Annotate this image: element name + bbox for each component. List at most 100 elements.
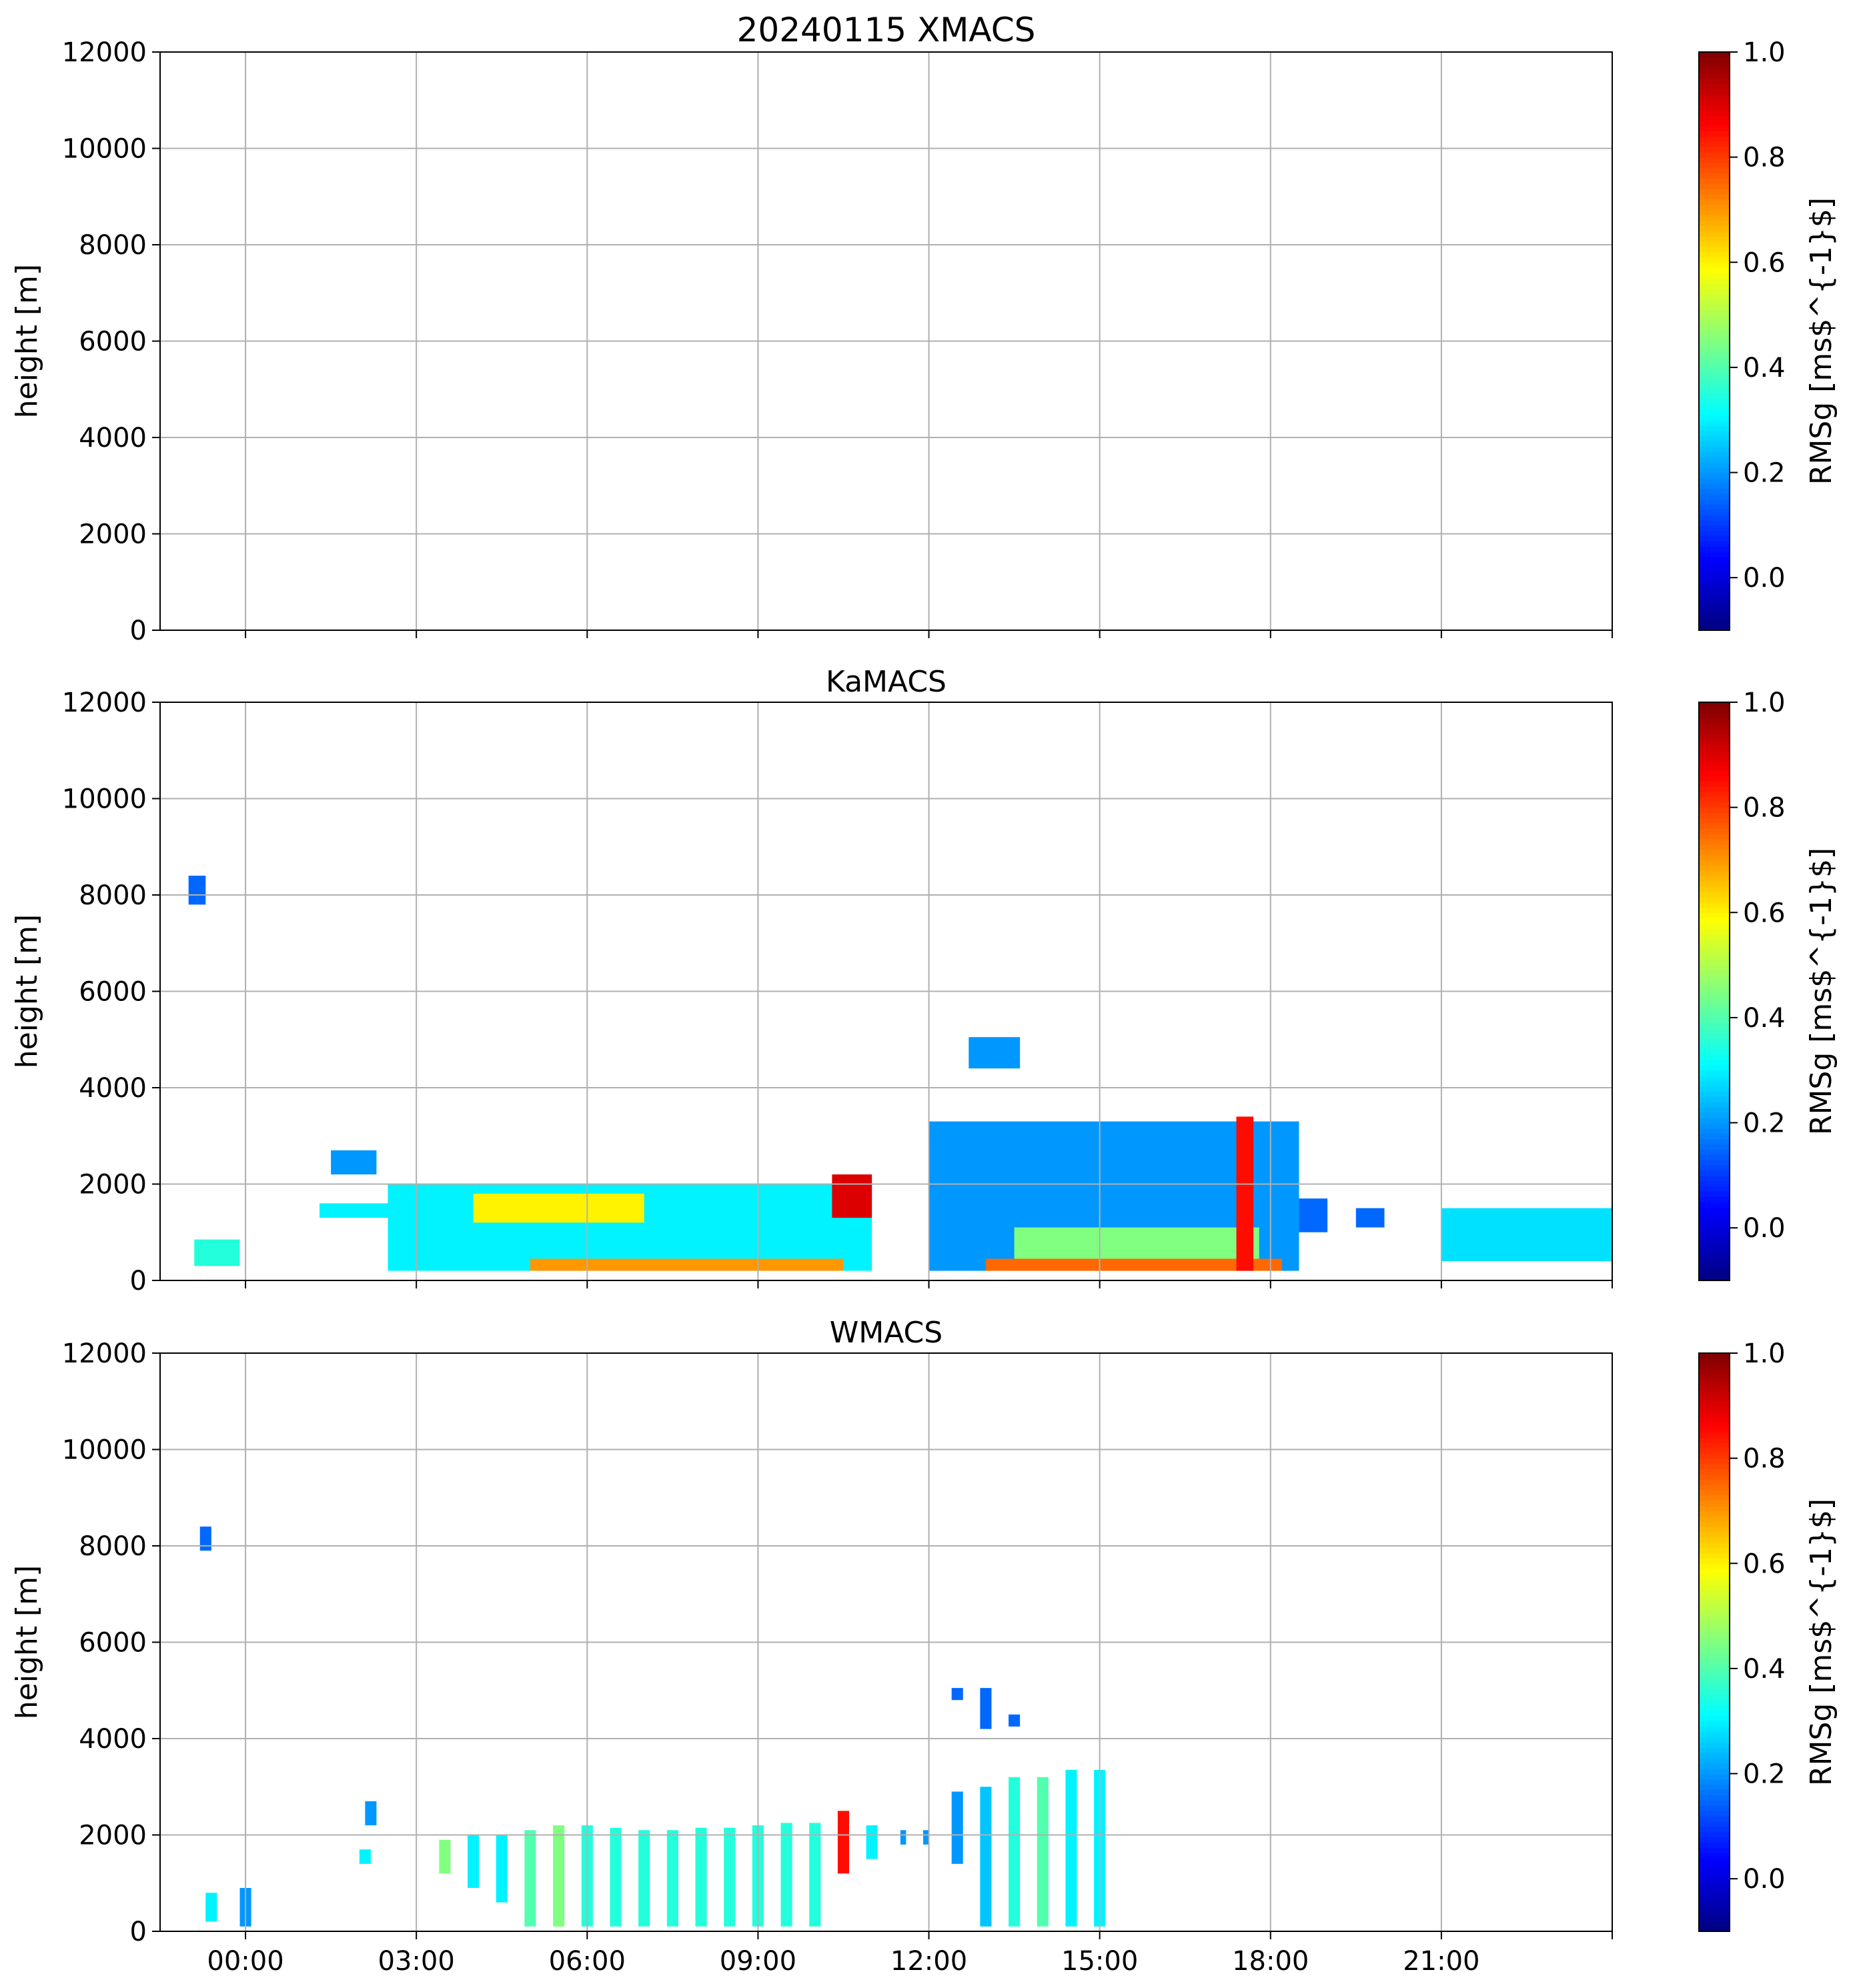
colorbar-segment: [1699, 1584, 1730, 1591]
y-tick-label: 4000: [79, 1724, 147, 1755]
colorbar-segment: [1699, 293, 1730, 300]
colorbar-segment: [1699, 1569, 1730, 1575]
colorbar-segment: [1699, 1102, 1730, 1108]
colorbar-segment: [1699, 712, 1730, 719]
colorbar-segment: [1699, 880, 1730, 887]
colorbar-segment: [1699, 1358, 1730, 1364]
colorbar-segment: [1699, 1710, 1730, 1717]
colorbar-segment: [1699, 94, 1730, 100]
colorbar-segment: [1699, 146, 1730, 153]
colorbar-segment: [1699, 1374, 1730, 1380]
colorbar-segment: [1699, 109, 1730, 116]
colorbar-segment: [1699, 1527, 1730, 1533]
x-tick-label: 06:00: [549, 1946, 626, 1977]
colorbar-segment: [1699, 1474, 1730, 1480]
y-axis-label: height [m]: [10, 264, 44, 418]
colorbar-segment: [1699, 551, 1730, 558]
colorbar-segment: [1699, 1600, 1730, 1607]
colorbar-segment: [1699, 267, 1730, 273]
colorbar-segment: [1699, 1826, 1730, 1833]
x-tick-label: 12:00: [890, 1946, 967, 1977]
colorbar-segment: [1699, 1416, 1730, 1422]
colorbar-segment: [1699, 1248, 1730, 1255]
y-tick-label: 12000: [62, 688, 147, 718]
colorbar-segment: [1699, 1049, 1730, 1055]
colorbar-segment: [1699, 1495, 1730, 1501]
colorbar-segment: [1699, 1847, 1730, 1853]
grid: [160, 52, 1612, 630]
colorbar-segment: [1699, 1763, 1730, 1769]
colorbar-segment: [1699, 1196, 1730, 1202]
panel-1: 0 2000 4000 6000 8000 10000 12000 20240115 XMAC…: [10, 11, 1838, 646]
colorbar-segment: [1699, 1442, 1730, 1448]
colorbar-segment: [1699, 251, 1730, 258]
colorbar-segment: [1699, 1180, 1730, 1186]
colorbar-segment: [1699, 257, 1730, 263]
colorbar-segment: [1699, 1500, 1730, 1507]
colorbar-segment: [1699, 1553, 1730, 1559]
colorbar-segment: [1699, 760, 1730, 766]
colorbar-segment: [1699, 1379, 1730, 1386]
y-tick-label: 12000: [62, 37, 147, 68]
colorbar-segment: [1699, 754, 1730, 761]
colorbar-segment: [1699, 1852, 1730, 1859]
colorbar-segment: [1699, 1757, 1730, 1764]
colorbar-segment: [1699, 393, 1730, 399]
colorbar-segment: [1699, 461, 1730, 468]
colorbar-segment: [1699, 583, 1730, 589]
colorbar-segment: [1699, 1206, 1730, 1213]
colorbar-label: RMSg [ms$^{-1}$]: [1804, 848, 1838, 1135]
colorbar-segment: [1699, 1516, 1730, 1523]
data-region: [1299, 1198, 1328, 1232]
colorbar-segment: [1699, 1647, 1730, 1654]
colorbar-segment: [1699, 1899, 1730, 1906]
colorbar-segment: [1699, 215, 1730, 221]
colorbar-segment: [1699, 78, 1730, 85]
colorbar-segment: [1699, 162, 1730, 169]
data-region: [1009, 1777, 1021, 1927]
colorbar-segment: [1699, 1715, 1730, 1722]
colorbar-segment: [1699, 425, 1730, 431]
colorbar-segment: [1699, 1059, 1730, 1066]
data-region: [205, 1893, 217, 1922]
panel-3: 0 2000 4000 6000 8000 10000 12000 00:00 03:00 06:…: [10, 1316, 1838, 1977]
colorbar-segment: [1699, 912, 1730, 918]
colorbar-segment: [1699, 1521, 1730, 1527]
colorbar-segment: [1699, 1164, 1730, 1171]
data-region: [1441, 1208, 1612, 1262]
x-tick-label: 03:00: [378, 1946, 455, 1977]
colorbar-segment: [1699, 1905, 1730, 1911]
colorbar-segment: [1699, 1254, 1730, 1260]
data-region: [1065, 1769, 1077, 1927]
data-region: [1355, 1208, 1385, 1228]
y-tick-label: 8000: [79, 880, 147, 911]
colorbar-segment: [1699, 1747, 1730, 1753]
y-tick-label: 0: [130, 1266, 147, 1296]
colorbar-segment: [1699, 1926, 1730, 1932]
colorbar-segment: [1699, 1222, 1730, 1228]
colorbar-segment: [1699, 896, 1730, 903]
x-tick-label: 18:00: [1232, 1946, 1309, 1977]
colorbar-segment: [1699, 1259, 1730, 1266]
colorbar-segment: [1699, 220, 1730, 226]
colorbar-segment: [1699, 838, 1730, 845]
colorbar-segment: [1699, 1658, 1730, 1664]
data-region: [524, 1830, 536, 1927]
colorbar-segment: [1699, 1217, 1730, 1224]
y-tick-label: 10000: [62, 1435, 147, 1466]
y-tick-label: 0: [130, 616, 147, 646]
colorbar-segment: [1699, 812, 1730, 819]
colorbar-segment: [1699, 980, 1730, 987]
colorbar-segment: [1699, 1631, 1730, 1638]
colorbar-segment: [1699, 567, 1730, 574]
colorbar-segment: [1699, 1810, 1730, 1817]
colorbar-segment: [1699, 1663, 1730, 1669]
colorbar-segment: [1699, 536, 1730, 542]
data-region: [666, 1830, 678, 1927]
colorbar-segment: [1699, 739, 1730, 745]
colorbar-segment: [1699, 960, 1730, 966]
data-region: [468, 1835, 480, 1888]
colorbar: 0.0 0.2 0.4 0.6 0.8 1.0 RMSg [ms$^{-1}$]: [1698, 1338, 1838, 1932]
colorbar-segment: [1699, 335, 1730, 342]
colorbar-segment: [1699, 796, 1730, 803]
